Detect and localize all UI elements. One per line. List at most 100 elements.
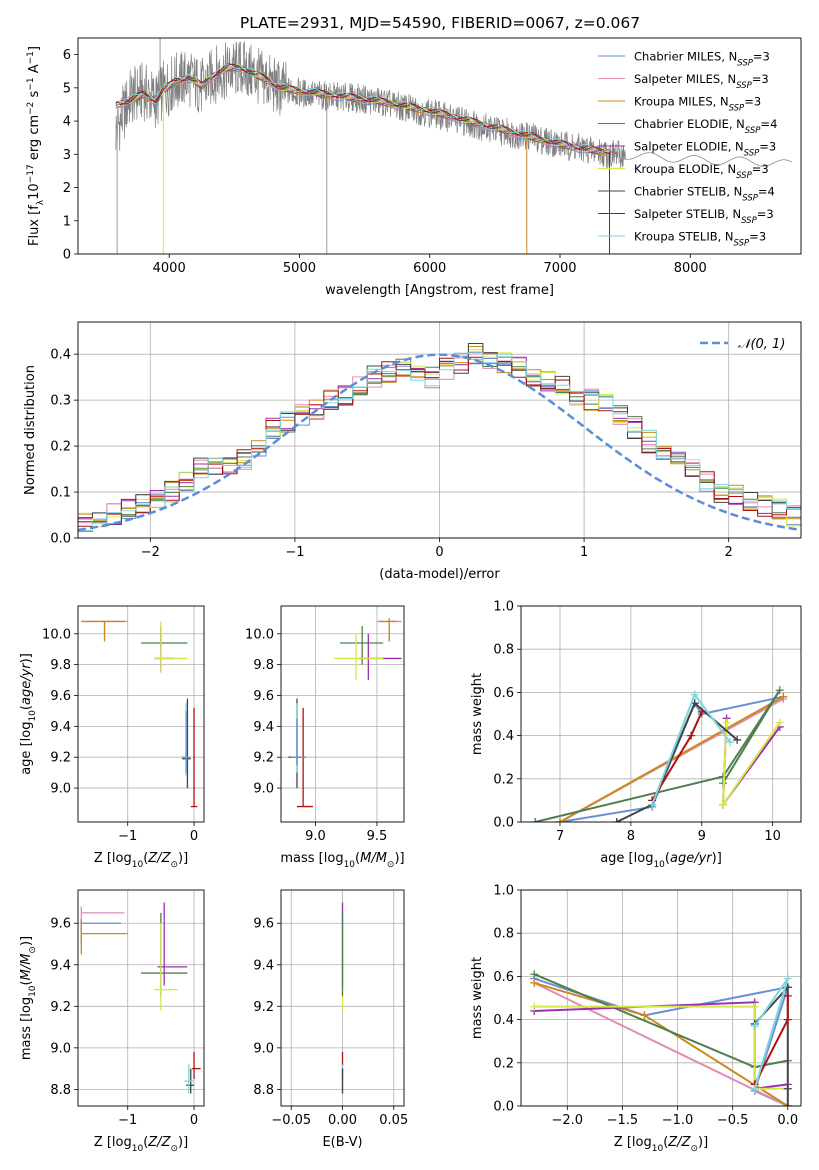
y-tick-label: 0.6 (493, 970, 514, 985)
legend-nssp-eq: = (744, 95, 754, 109)
label-part: )] (698, 1135, 708, 1150)
y-tick-label: 0.4 (493, 1013, 514, 1028)
y-axis-label: mass weight (470, 957, 485, 1039)
plot-area (288, 618, 402, 808)
legend-nssp-prefix: , N (721, 50, 737, 64)
legend-nssp-sub: SSP (742, 194, 758, 204)
legend-model-name: Chabrier ELODIE (634, 117, 729, 131)
legend-entry: Chabrier STELIB, NSSP=4 (634, 185, 775, 204)
x-tick-label: −0.5 (717, 1113, 749, 1128)
weight-marker (640, 1011, 649, 1020)
y-axis-label: age [log10(age/yr)] (19, 653, 38, 775)
y-tick-label: 9.0 (50, 1041, 71, 1056)
x-axis-label: wavelength [Angstrom, rest frame] (325, 283, 554, 298)
weight-line (534, 689, 781, 822)
normal-curve (78, 353, 801, 532)
legend-model-name: Kroupa MILES (634, 95, 713, 109)
x-tick-label: −2.0 (552, 1113, 584, 1128)
y-tick-label: 1.0 (493, 884, 514, 899)
x-tick-label: −2 (141, 545, 160, 560)
observed-spectrum (115, 41, 793, 169)
x-tick-label: −0.05 (271, 1113, 311, 1128)
legend-nssp-value: 3 (766, 207, 773, 221)
weight-marker (775, 686, 784, 695)
x-axis-label: Z [log10(Z/Z⊙)] (614, 1135, 708, 1154)
legend-nssp-eq: = (758, 185, 768, 199)
x-tick-label: 0.05 (379, 1113, 408, 1128)
label-part: Z/Z (147, 851, 171, 866)
weight-marker (612, 818, 621, 822)
plot-area (78, 343, 801, 532)
panel-mass-vs-z: −1 08.89.09.29.49.6Z [log10(Z/Z⊙)]mass [l… (19, 889, 205, 1154)
weight-marker (648, 800, 657, 809)
label-part: 10 (28, 985, 38, 997)
legend-entry: Chabrier ELODIE, NSSP=4 (634, 117, 777, 136)
plot-area (80, 902, 201, 1094)
axes-frame (280, 889, 405, 1107)
x-tick-label: −1 (118, 1113, 137, 1128)
legend-nssp-prefix: , N (725, 207, 741, 221)
legend-nssp-value: 3 (761, 72, 768, 86)
y-tick-label: 0.0 (50, 532, 71, 547)
legend-nssp-sub: SSP (736, 81, 752, 91)
weight-marker (783, 974, 792, 983)
legend-entry: Salpeter MILES, NSSP=3 (634, 72, 769, 91)
y-tick-label: 8.8 (253, 1083, 274, 1098)
y-tick-label: 0.4 (50, 348, 71, 363)
label-part: M/M (360, 851, 387, 866)
legend-nssp-prefix: , N (726, 185, 742, 199)
legend-nssp-prefix: , N (720, 162, 736, 176)
y-tick-label: 9.0 (50, 782, 71, 797)
y-tick-label: 1.0 (493, 600, 514, 615)
legend-nssp-eq: = (760, 117, 770, 131)
legend-nssp-value: 3 (761, 162, 768, 176)
plot-area (530, 970, 792, 1106)
gridlines (78, 606, 204, 822)
y-tick-label: 0.1 (50, 486, 71, 501)
y-tick-label: 2 (63, 181, 71, 196)
label-part: Z/Z (147, 1135, 171, 1150)
x-tick-label: 4000 (153, 261, 186, 276)
model-spectrum (115, 64, 612, 154)
x-tick-label: 0.00 (328, 1113, 357, 1128)
x-tick-label: −1 (118, 829, 137, 844)
weight-line (533, 982, 789, 1106)
label-part: −17 (26, 164, 36, 183)
weight-marker (719, 800, 728, 809)
legend-model-name: Kroupa STELIB (634, 230, 718, 244)
panel-mass-vs-ebv: −0.05 0.00 0.05 8.8 9.0 9.2 9.4 9.6 E(B-V) (253, 889, 408, 1150)
legend-model-name: Kroupa ELODIE (634, 162, 720, 176)
model-spectrum (115, 67, 612, 156)
gridlines (281, 606, 404, 822)
x-tick-label: 7 (556, 829, 564, 844)
panel-residuals: −2 −1 0 1 2 0.0 0.1 0.2 0.3 0.4 (data-model)/error… (23, 321, 802, 582)
y-tick-label: 10.0 (245, 627, 274, 642)
x-tick-label: 2 (725, 545, 733, 560)
legend-nssp-sub: SSP (729, 104, 745, 114)
legend-nssp-eq: = (749, 230, 759, 244)
x-tick-label: 0.0 (777, 1113, 798, 1128)
legend-nssp-value: 3 (763, 50, 770, 64)
model-spectrum (115, 64, 612, 153)
weight-marker (697, 707, 706, 716)
y-tick-label: 0 (63, 248, 71, 263)
label-part: λ (36, 199, 46, 205)
x-tick-label: −1.5 (607, 1113, 639, 1128)
legend-model-name: Salpeter ELODIE (634, 140, 728, 154)
legend-nssp-eq: = (752, 72, 762, 86)
weight-marker (733, 735, 742, 744)
y-tick-label: 0.3 (50, 394, 71, 409)
label-part: )] (712, 851, 722, 866)
label-part: age [log (19, 722, 34, 775)
weight-marker (779, 692, 788, 701)
weight-marker (722, 718, 731, 727)
weight-marker (531, 818, 540, 822)
label-part: ( (143, 1135, 148, 1150)
y-tick-label: 6 (63, 48, 71, 63)
label-part: −2 (26, 102, 36, 115)
label-part: M/M (19, 954, 34, 981)
y-tick-label: 9.4 (50, 720, 71, 735)
label-part: ( (665, 851, 670, 866)
legend-nssp-value: 4 (770, 117, 777, 131)
legend-nssp-eq: = (757, 207, 767, 221)
